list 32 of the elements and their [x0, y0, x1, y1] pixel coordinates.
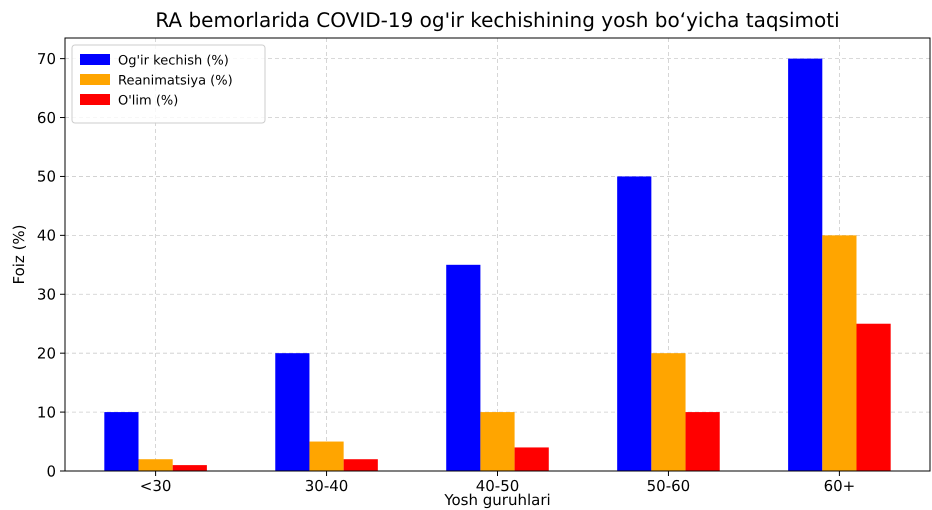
bar: [138, 459, 173, 471]
bar: [822, 235, 856, 471]
y-tick-label: 70: [36, 50, 56, 68]
bar: [617, 176, 652, 471]
bar: [686, 412, 720, 471]
legend-label: O'lim (%): [118, 94, 178, 109]
bar: [104, 412, 139, 471]
y-tick-label: 40: [36, 226, 56, 245]
bar: [651, 353, 686, 471]
chart-title: RA bemorlarida COVID-19 og'ir kechishining yosh bo‘yicha taqsimoti: [155, 8, 840, 32]
x-tick-label: <30: [140, 477, 172, 495]
bar: [344, 459, 378, 471]
bar: [446, 264, 480, 471]
y-tick-label: 0: [46, 462, 56, 480]
bar: [309, 442, 344, 471]
legend-label: Reanimatsiya (%): [118, 74, 233, 89]
x-tick-label: 60+: [824, 477, 856, 495]
bar: [856, 324, 891, 471]
bar: [480, 412, 515, 471]
y-tick-label: 30: [36, 286, 56, 304]
x-tick-label: 30-40: [304, 477, 348, 495]
y-axis-title: Foiz (%): [10, 224, 28, 285]
y-tick-label: 20: [36, 344, 56, 362]
x-tick-label: 50-60: [646, 477, 690, 495]
y-tick-label: 60: [36, 108, 56, 127]
bar: [788, 58, 822, 471]
y-tick-label: 10: [36, 403, 56, 422]
y-tick-label: 50: [36, 168, 56, 186]
bar: [514, 447, 549, 471]
bar: [172, 465, 207, 471]
bar: [275, 353, 310, 471]
legend-label: Og'ir kechish (%): [118, 54, 229, 69]
